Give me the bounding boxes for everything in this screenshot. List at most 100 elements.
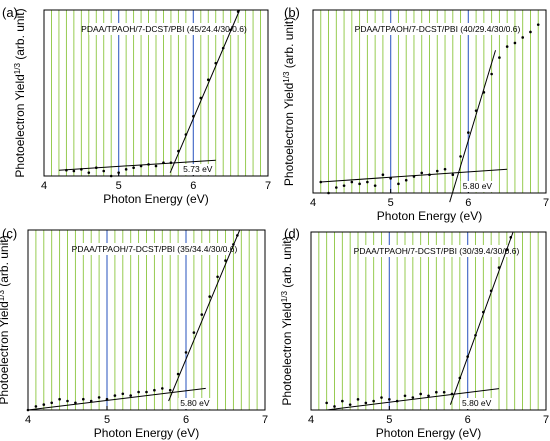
data-point: [221, 46, 225, 50]
data-point: [121, 392, 125, 396]
data-point: [176, 372, 180, 376]
data-point: [403, 394, 407, 398]
data-point: [521, 36, 524, 39]
data-point: [147, 163, 150, 166]
data-point: [428, 173, 431, 176]
data-point: [208, 295, 211, 298]
data-point: [373, 184, 377, 187]
x-tick-label: 7: [262, 414, 268, 426]
data-point: [404, 178, 408, 182]
chart-panel-a: (a) 4 5 6 7 Photon Energy (eV) Photoelectron Y…: [2, 5, 271, 206]
data-point: [82, 397, 85, 401]
data-point: [58, 397, 61, 401]
data-point: [450, 392, 454, 396]
x-tick-label: 6: [183, 414, 189, 426]
data-point: [513, 41, 517, 45]
chart-title: PDAA/TPAOH/7-DCST/PBI (45/24.4/30/0.6): [81, 24, 247, 34]
panel-letter: (c): [2, 226, 17, 241]
x-tick-label: 5: [388, 197, 394, 209]
data-point: [509, 236, 513, 239]
chart-title: PDAA/TPAOH/7-DCST/PBI (35/34.4/30/0.6): [72, 244, 238, 254]
rise-fit-line: [449, 231, 514, 405]
data-point: [442, 390, 446, 394]
data-point: [341, 399, 344, 403]
data-point: [474, 109, 478, 112]
data-point: [154, 164, 158, 168]
x-tick-label: 4: [41, 180, 47, 192]
data-point: [380, 396, 383, 399]
data-point: [443, 167, 447, 171]
data-point: [117, 171, 120, 174]
plot-frame: [43, 9, 269, 177]
data-point: [224, 259, 227, 262]
data-point: [397, 182, 400, 186]
data-point: [129, 394, 132, 397]
data-point: [435, 169, 439, 173]
data-point: [411, 396, 415, 399]
data-point: [364, 401, 368, 405]
data-point: [372, 399, 375, 403]
data-point: [497, 266, 501, 269]
data-point: [474, 333, 477, 337]
data-point: [381, 173, 385, 176]
rise-fit-line: [168, 229, 241, 402]
data-point: [162, 161, 165, 165]
data-point: [137, 390, 140, 394]
data-point: [184, 133, 188, 136]
data-point: [236, 234, 239, 237]
panel-letter: (d): [284, 226, 300, 241]
data-point: [192, 331, 196, 334]
title-backing: [89, 23, 239, 35]
data-point: [420, 171, 424, 175]
data-point: [153, 388, 156, 392]
data-point: [169, 161, 173, 165]
plot-frame: [312, 9, 547, 194]
data-point: [192, 114, 195, 118]
threshold-label: 5.80 eV: [462, 398, 492, 408]
data-point: [216, 275, 219, 279]
data-point: [74, 401, 77, 405]
x-tick-label: 4: [310, 197, 316, 209]
data-point: [199, 96, 203, 100]
data-point: [356, 398, 360, 401]
data-point: [427, 394, 430, 398]
x-axis-title: Photon Energy (eV): [377, 209, 482, 223]
x-tick-label: 5: [386, 414, 392, 426]
data-point: [168, 388, 172, 392]
title-backing: [361, 245, 512, 257]
data-point: [342, 184, 346, 187]
data-point: [236, 10, 240, 13]
x-axis-title: Photon Energy (eV): [94, 426, 199, 440]
data-point: [458, 376, 462, 380]
title-backing: [79, 243, 230, 255]
data-point: [327, 191, 330, 195]
rise-fit-line: [169, 9, 241, 173]
x-tick-label: 5: [104, 414, 110, 426]
chart-panel-c: (c) 4 5 6 7 Photon Energy (eV) Photoelectron Y…: [0, 226, 268, 440]
data-point: [466, 355, 469, 358]
data-point: [229, 28, 232, 32]
data-point: [482, 310, 485, 314]
data-point: [66, 399, 69, 403]
y-axis-title: Photoelectron Yield1/3 (arb. unit): [282, 17, 297, 186]
data-point: [505, 248, 509, 252]
data-point: [358, 182, 361, 186]
data-point: [113, 394, 117, 397]
x-tick-label: 7: [543, 197, 549, 209]
threshold-backing: [460, 398, 494, 409]
chart-title: PDAA/TPAOH/7-DCST/PBI (30/39.4/30/0.6): [354, 246, 520, 256]
x-tick-label: 6: [465, 414, 471, 426]
chart-panel-d: (d) 4 5 6 7 Photon Energy (eV) Photoelectron Y…: [280, 226, 550, 440]
data-point: [34, 405, 38, 408]
x-tick-label: 4: [308, 414, 314, 426]
title-backing: [362, 23, 513, 35]
threshold-label: 5.80 eV: [463, 181, 493, 191]
data-point: [139, 164, 143, 168]
data-point: [412, 175, 416, 178]
data-point: [42, 403, 46, 406]
data-point: [395, 399, 399, 403]
data-point: [333, 405, 336, 408]
chart-panel-b: (b) 4 5 6 7 Photon Energy (eV) Photoelectron Y…: [282, 5, 550, 223]
x-axis-title: Photon Energy (eV): [376, 426, 481, 440]
